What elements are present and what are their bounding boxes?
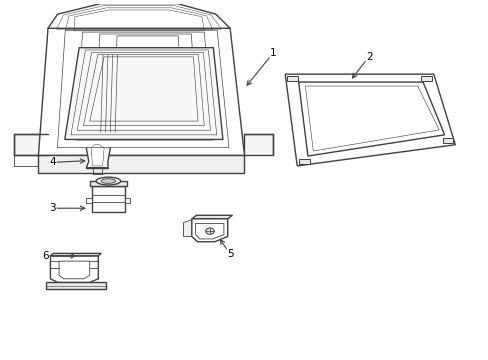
Polygon shape [95,34,198,132]
Text: 3: 3 [49,203,56,213]
Bar [299,159,309,164]
Polygon shape [191,219,227,242]
Polygon shape [57,30,228,148]
Polygon shape [48,4,230,28]
Polygon shape [114,36,182,125]
Polygon shape [244,134,273,155]
Polygon shape [15,134,48,155]
Polygon shape [285,74,454,166]
Polygon shape [183,219,191,237]
Text: 1: 1 [269,48,276,58]
Polygon shape [39,28,244,155]
Bar [421,76,431,81]
Polygon shape [191,215,232,219]
Polygon shape [59,261,89,279]
Polygon shape [45,282,105,289]
Ellipse shape [101,179,116,183]
Bar [442,138,452,143]
Text: 6: 6 [42,251,49,261]
Text: 5: 5 [226,249,233,259]
Polygon shape [39,155,244,173]
Polygon shape [76,32,213,140]
Polygon shape [86,198,92,203]
Polygon shape [50,253,101,256]
Bar [286,76,297,81]
Polygon shape [298,82,444,156]
Text: 2: 2 [365,51,372,62]
Polygon shape [90,181,126,186]
Polygon shape [86,141,110,168]
Polygon shape [64,48,223,139]
Text: 4: 4 [49,157,56,167]
Circle shape [205,228,214,234]
Polygon shape [92,186,124,212]
Polygon shape [124,198,130,203]
Ellipse shape [96,177,121,185]
Polygon shape [50,256,98,282]
